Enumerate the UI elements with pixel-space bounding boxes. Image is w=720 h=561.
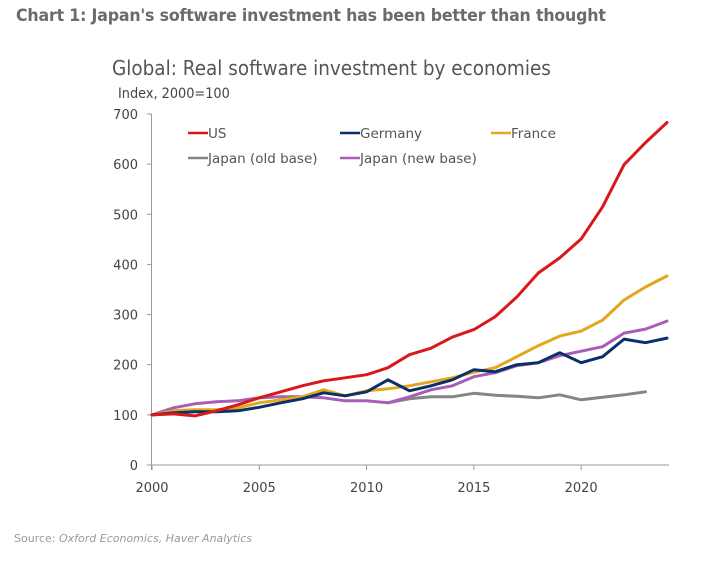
- y-tick-label: 300: [113, 309, 138, 324]
- legend-item: Japan (old base): [188, 151, 318, 167]
- y-tick-label: 600: [113, 158, 138, 173]
- x-tick-label: 2000: [135, 481, 168, 496]
- legend-label: Japan (old base): [207, 151, 318, 167]
- chart-subtitle: Index, 2000=100: [118, 86, 230, 102]
- x-tick-label: 2015: [457, 481, 490, 496]
- source-text: Oxford Economics, Haver Analytics: [58, 532, 252, 545]
- legend-item: US: [188, 126, 226, 142]
- series-line-japan-old-base: [386, 390, 647, 405]
- chart-title: Global: Real software investment by econ…: [112, 56, 551, 80]
- legend-label: France: [511, 126, 556, 142]
- y-tick-label: 500: [113, 208, 138, 223]
- source-note: Source: Oxford Economics, Haver Analytic…: [14, 532, 252, 545]
- legend-item: France: [491, 126, 556, 142]
- legend-label: US: [208, 126, 226, 142]
- x-tick-label: 2005: [243, 481, 276, 496]
- y-tick-label: 700: [113, 108, 138, 123]
- legend-label: Germany: [360, 126, 422, 142]
- series-line-japan-new-base: [150, 319, 669, 417]
- series-lines: [150, 121, 669, 418]
- y-tick-label: 100: [113, 409, 138, 424]
- legend: US Germany France Japan (old base) Japan (ne…: [188, 126, 556, 167]
- series-line-germany: [150, 336, 669, 417]
- x-tick-label: 2020: [565, 481, 598, 496]
- series-line-us: [150, 121, 669, 418]
- x-tick-label: 2010: [350, 481, 383, 496]
- legend-label: Japan (new base): [359, 151, 477, 167]
- legend-item: Germany: [340, 126, 422, 142]
- y-tick-label: 400: [113, 258, 138, 273]
- y-tick-label: 0: [130, 459, 138, 474]
- page-heading: Chart 1: Japan's software investment has…: [16, 6, 606, 26]
- axes: 0 100 200 300 400 500 600 700 2000 2005 2010 2015 20…: [113, 108, 669, 496]
- series-line-france: [150, 274, 669, 417]
- source-prefix: Source:: [14, 532, 59, 545]
- legend-item: Japan (new base): [340, 151, 477, 167]
- y-tick-label: 200: [113, 359, 138, 374]
